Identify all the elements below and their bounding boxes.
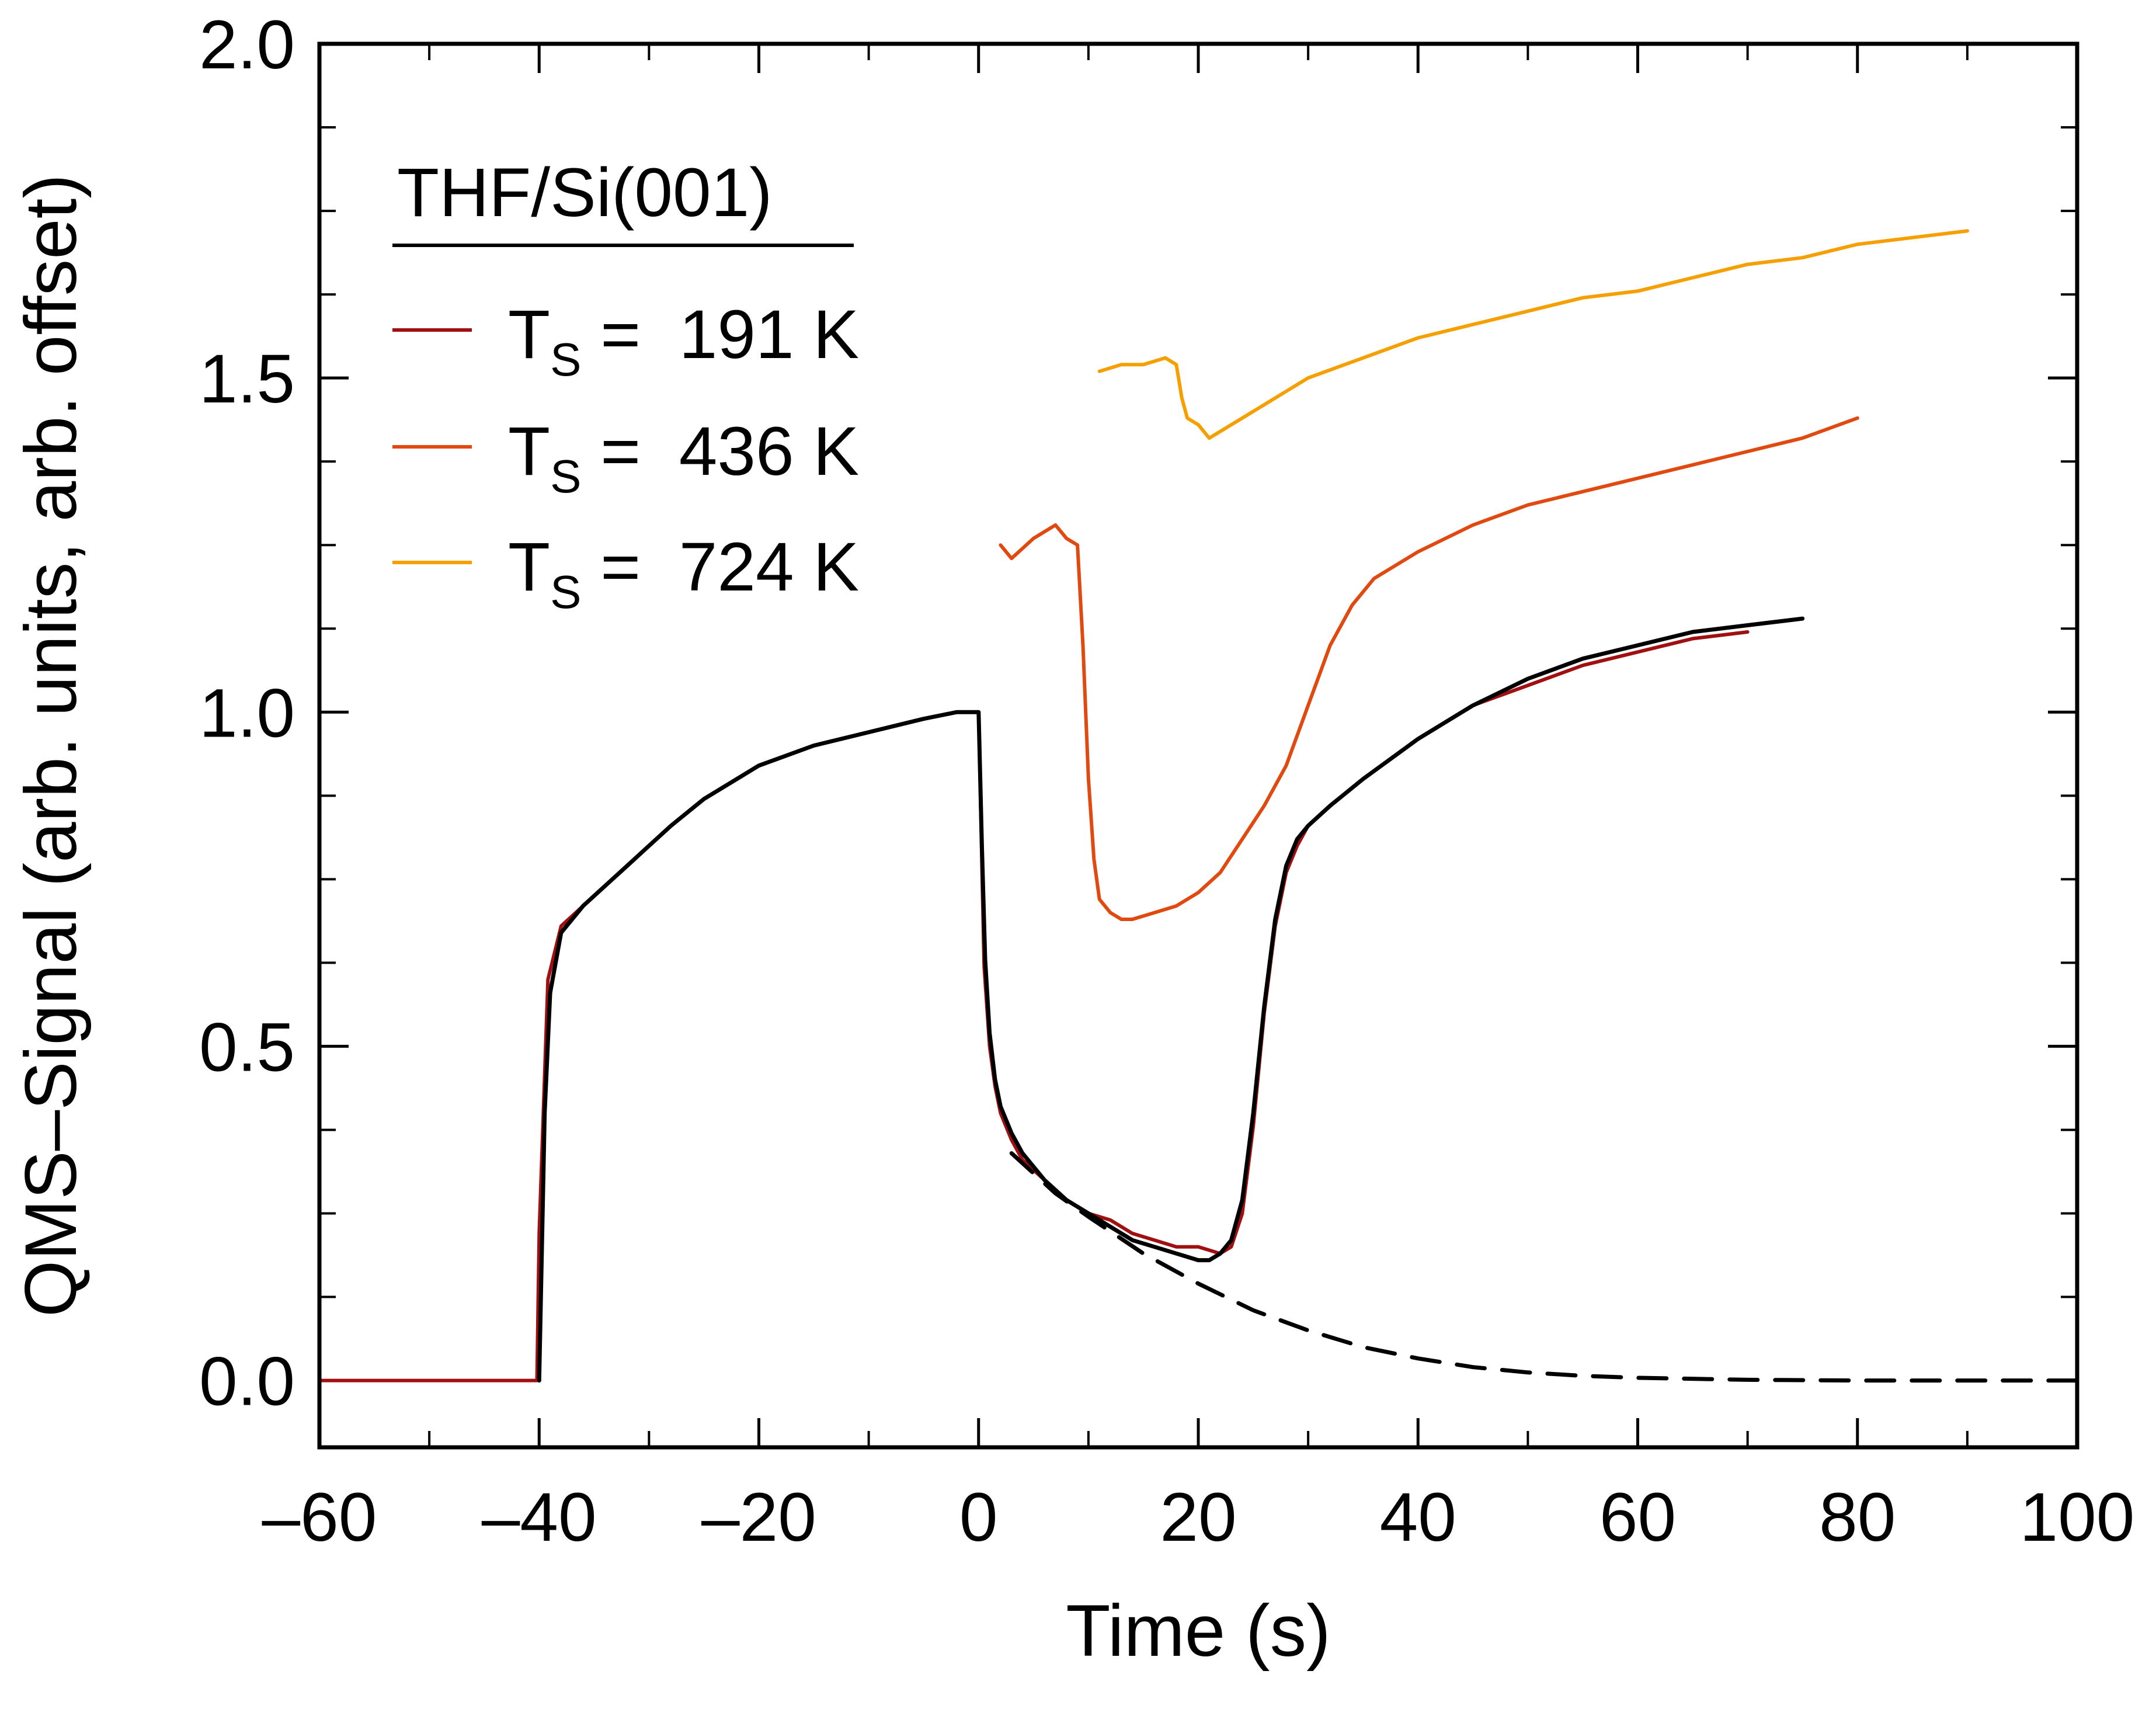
legend-title: THF/Si(001) bbox=[397, 154, 773, 231]
y-tick-label: 1.0 bbox=[199, 675, 295, 752]
x-tick-label: –60 bbox=[262, 1479, 377, 1556]
x-tick-label: 60 bbox=[1599, 1479, 1676, 1556]
legend: THF/Si(001) TS = 191 K TS = 436 K TS = 724… bbox=[392, 154, 859, 618]
minor-ticks bbox=[319, 44, 2077, 1447]
series-line-2 bbox=[999, 416, 1859, 921]
y-tick-label: 0.0 bbox=[199, 1343, 295, 1420]
x-tick-label: –20 bbox=[701, 1479, 816, 1556]
x-tick-label: 0 bbox=[959, 1479, 998, 1556]
x-tick-label: 20 bbox=[1160, 1479, 1236, 1556]
series-layer bbox=[318, 229, 2080, 1383]
x-axis-title: Time (s) bbox=[1066, 1590, 1331, 1672]
y-axis-title: QMS–Signal (arb. units, arb. offset) bbox=[11, 174, 92, 1317]
x-tick-label: 40 bbox=[1380, 1479, 1456, 1556]
legend-entries: TS = 191 K TS = 436 K TS = 724 K bbox=[392, 296, 859, 618]
series-line-5 bbox=[1009, 1151, 2080, 1383]
y-tick-label: 1.5 bbox=[199, 341, 295, 418]
x-tick-label: 80 bbox=[1819, 1479, 1896, 1556]
plot-frame bbox=[317, 41, 2080, 1450]
series-line-4 bbox=[537, 616, 1805, 1383]
y-tick-label: 0.5 bbox=[199, 1009, 295, 1086]
tick-labels: –60 –40 –20 0 20 40 60 80 100 0.0 0.5 1.0 1.5 2.0 bbox=[199, 6, 2134, 1556]
legend-entry-label: TS = 724 K bbox=[508, 529, 859, 618]
x-tick-label: –40 bbox=[482, 1479, 597, 1556]
series-line-1 bbox=[318, 630, 1750, 1382]
x-tick-label: 100 bbox=[2020, 1479, 2135, 1556]
legend-entry-label: TS = 191 K bbox=[508, 296, 859, 385]
series-line-3 bbox=[1097, 229, 1969, 440]
legend-entry-label: TS = 436 K bbox=[508, 413, 859, 502]
y-tick-label: 2.0 bbox=[199, 6, 295, 84]
